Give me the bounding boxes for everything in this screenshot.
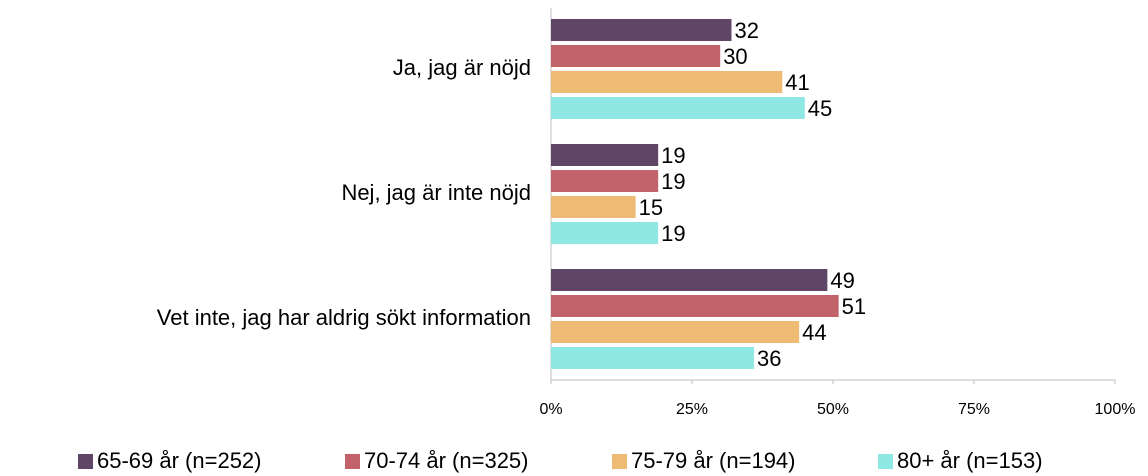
value-label: 19 [661, 221, 685, 246]
value-label: 19 [661, 169, 685, 194]
legend-swatch [78, 454, 93, 469]
x-tick-label: 75% [958, 401, 990, 418]
value-label: 41 [785, 70, 809, 95]
bar [551, 347, 755, 369]
value-label: 19 [661, 143, 685, 168]
legend-swatch [878, 454, 893, 469]
legend-swatch [612, 454, 627, 469]
value-label: 30 [723, 44, 747, 69]
legend-swatch [345, 454, 360, 469]
value-label: 15 [639, 195, 663, 220]
legend-label: 75-79 år (n=194) [631, 448, 796, 473]
x-tick-label: 100% [1095, 401, 1136, 418]
value-label: 36 [757, 346, 781, 371]
bar [551, 295, 839, 317]
category-label: Ja, jag är nöjd [393, 55, 531, 80]
bar [551, 196, 636, 218]
legend-label: 80+ år (n=153) [897, 448, 1043, 473]
category-label: Vet inte, jag har aldrig sökt informatio… [157, 305, 531, 330]
bar [551, 97, 805, 119]
legend-label: 65-69 år (n=252) [97, 448, 262, 473]
bar [551, 45, 721, 67]
value-label: 49 [830, 268, 854, 293]
value-label: 32 [734, 18, 758, 43]
x-tick-label: 0% [539, 401, 562, 418]
bar [551, 222, 659, 244]
bar [551, 71, 783, 93]
bar [551, 269, 828, 291]
value-label: 51 [842, 294, 866, 319]
value-label: 45 [808, 96, 832, 121]
bar [551, 19, 732, 41]
bar [551, 144, 659, 166]
bar [551, 170, 659, 192]
value-label: 44 [802, 320, 826, 345]
x-tick-label: 50% [817, 401, 849, 418]
legend-label: 70-74 år (n=325) [364, 448, 529, 473]
category-label: Nej, jag är inte nöjd [341, 180, 531, 205]
x-tick-label: 25% [676, 401, 708, 418]
bar [551, 321, 800, 343]
